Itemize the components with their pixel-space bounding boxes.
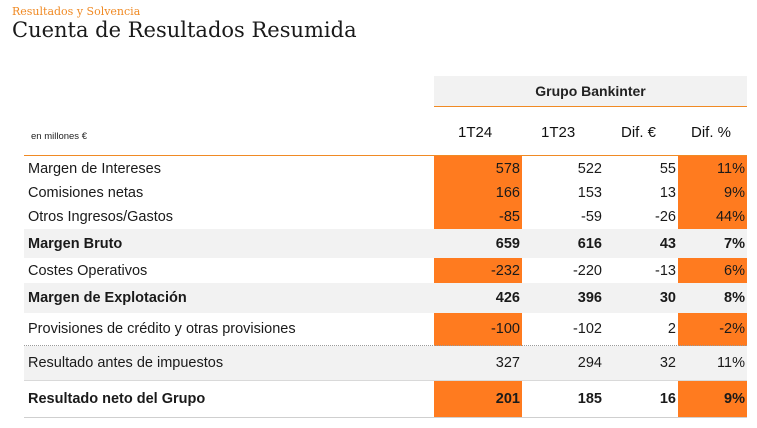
cell-dif-eur: 13 [659, 185, 676, 201]
row-label: Provisiones de crédito y otras provision… [28, 321, 296, 337]
cell-1t23: 185 [577, 391, 602, 407]
cell-1t23: 396 [577, 290, 602, 306]
cell-dif-eur: -26 [655, 209, 676, 225]
row-label: Resultado antes de impuestos [28, 355, 224, 371]
cell-1t23: 294 [577, 355, 602, 371]
table-row: Comisiones netas 166 153 13 9% [24, 181, 747, 205]
cell-1t23: -102 [572, 321, 602, 337]
cell-dif-eur: 2 [667, 321, 676, 337]
cell-1t24: 201 [495, 391, 520, 407]
row-divider [24, 380, 747, 381]
row-label: Margen Bruto [28, 235, 123, 252]
cell-dif-pct: 8% [724, 290, 745, 306]
cell-1t24: 578 [495, 161, 520, 177]
cell-1t24: 659 [495, 235, 520, 252]
cell-dif-pct: -2% [719, 321, 745, 337]
cell-dif-pct: 44% [715, 209, 745, 225]
table-row-total: Resultado neto del Grupo 201 185 16 9% [24, 381, 747, 417]
row-label: Margen de Explotación [28, 290, 187, 306]
cell-1t23: 522 [577, 161, 602, 177]
table-row: Otros Ingresos/Gastos -85 -59 -26 44% [24, 205, 747, 229]
table-row: Provisiones de crédito y otras provision… [24, 313, 747, 345]
cell-dif-eur: 32 [659, 355, 676, 371]
table-row-subtotal: Margen de Explotación 426 396 30 8% [24, 283, 747, 313]
cell-1t24: 426 [495, 290, 520, 306]
group-header-background [434, 76, 747, 106]
cell-1t24: 327 [495, 355, 520, 371]
cell-1t23: 153 [577, 185, 602, 201]
cell-1t24: -85 [499, 209, 520, 225]
cell-dif-eur: 43 [659, 235, 676, 252]
row-label: Resultado neto del Grupo [28, 391, 206, 407]
cell-1t23: 616 [577, 235, 602, 252]
row-label: Margen de Intereses [28, 161, 161, 177]
cell-dif-eur: 16 [659, 391, 676, 407]
cell-1t23: -220 [572, 262, 602, 279]
page-title: Cuenta de Resultados Resumida [12, 18, 357, 42]
row-label: Costes Operativos [28, 262, 148, 279]
group-header-label: Grupo Bankinter [535, 83, 646, 99]
cell-1t24: -232 [490, 262, 520, 279]
table-row: Costes Operativos -232 -220 -13 6% [24, 258, 747, 283]
row-label: Otros Ingresos/Gastos [28, 209, 174, 225]
cell-dif-pct: 11% [717, 355, 745, 371]
cell-1t24: -100 [490, 321, 520, 337]
cell-dif-eur: -13 [655, 262, 676, 279]
table-bottom-border [24, 417, 747, 418]
table-row: Resultado antes de impuestos 327 294 32 … [24, 346, 747, 380]
cell-dif-pct: 6% [724, 262, 745, 279]
row-label: Comisiones netas [28, 185, 144, 201]
cell-dif-pct: 9% [724, 185, 745, 201]
cell-dif-pct: 7% [724, 235, 745, 252]
table-row: Margen de Intereses 578 522 55 11% [24, 157, 747, 181]
cell-1t23: -59 [581, 209, 602, 225]
table-row-subtotal: Margen Bruto 659 616 43 7% [24, 229, 747, 258]
header-divider [24, 155, 747, 156]
group-header-underline [434, 106, 747, 107]
cell-dif-eur: 30 [659, 290, 676, 306]
units-label: en millones € [31, 131, 87, 142]
row-divider [24, 345, 747, 346]
column-header-1t23: 1T23 [541, 124, 576, 141]
section-label: Resultados y Solvencia [12, 5, 141, 18]
cell-dif-pct: 9% [724, 391, 745, 407]
column-header-dif-eur: Dif. € [621, 124, 657, 141]
cell-dif-pct: 11% [717, 161, 745, 177]
column-header-1t24: 1T24 [458, 124, 493, 141]
cell-dif-eur: 55 [659, 161, 676, 177]
column-header-dif-pct: Dif. % [691, 124, 732, 141]
cell-1t24: 166 [495, 185, 520, 201]
